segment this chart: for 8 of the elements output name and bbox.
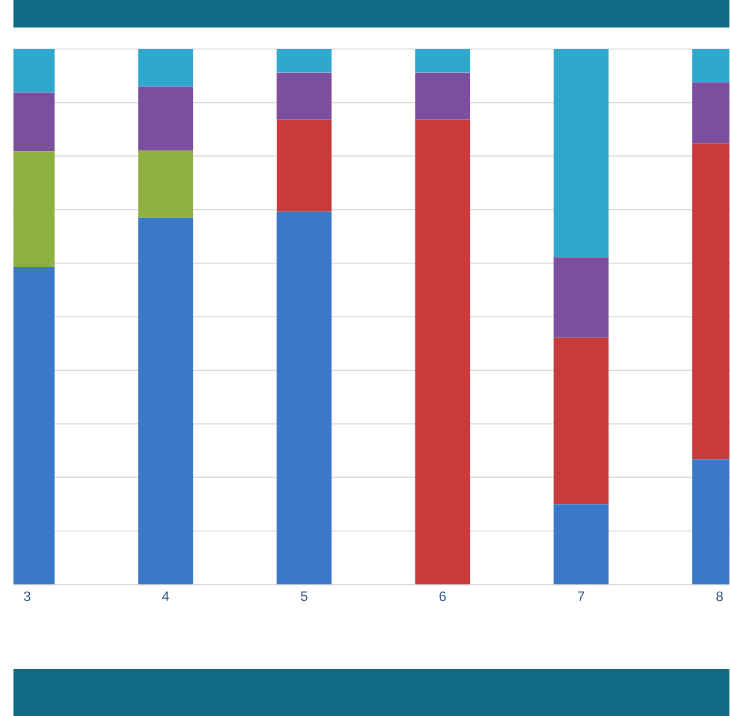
bar [276,119,332,212]
bar [415,72,471,120]
bar [276,72,332,120]
bar [415,49,471,73]
bar [138,217,194,585]
bar [276,49,332,73]
bar [415,119,471,585]
bar [276,211,332,585]
